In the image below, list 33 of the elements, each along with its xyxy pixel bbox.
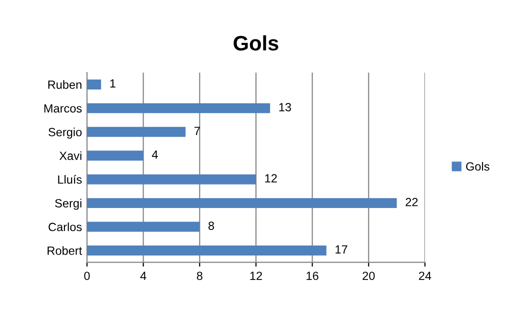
bar [86, 103, 270, 114]
x-tick-label: 4 [140, 272, 146, 280]
y-tick-label: Sergi [55, 198, 82, 210]
y-tick-label: Xavi [59, 151, 82, 160]
legend-label: Gols [466, 162, 490, 171]
data-label: 22 [406, 198, 418, 206]
y-tick-label: Marcos [44, 104, 82, 113]
x-tick-label: 0 [84, 272, 90, 280]
data-label: 7 [194, 126, 200, 135]
y-tick-label: Robert [48, 246, 82, 255]
y-tick-label: Ruben [48, 80, 82, 89]
x-tick-label: 8 [196, 272, 202, 280]
data-label: 17 [336, 245, 348, 254]
y-tick-label: Carlos [48, 222, 82, 232]
x-tick-label: 12 [250, 272, 262, 280]
chart-title: Gols [234, 35, 278, 51]
x-tick-label: 20 [362, 272, 375, 280]
bar [86, 79, 102, 90]
x-tick-label: 16 [306, 272, 318, 280]
data-label: 13 [279, 102, 291, 112]
data-label: 1 [110, 79, 116, 88]
bar [86, 126, 186, 137]
y-tick-label: Lluís [58, 174, 82, 184]
data-label: 8 [208, 222, 214, 230]
x-tick-label: 24 [418, 272, 432, 280]
bar [86, 246, 326, 256]
y-tick-label: Sergio [48, 128, 82, 139]
bar [86, 174, 256, 184]
data-label: 4 [152, 150, 158, 159]
bar [86, 198, 397, 208]
bar [86, 150, 144, 161]
data-label: 12 [265, 174, 277, 182]
bar [86, 222, 200, 232]
